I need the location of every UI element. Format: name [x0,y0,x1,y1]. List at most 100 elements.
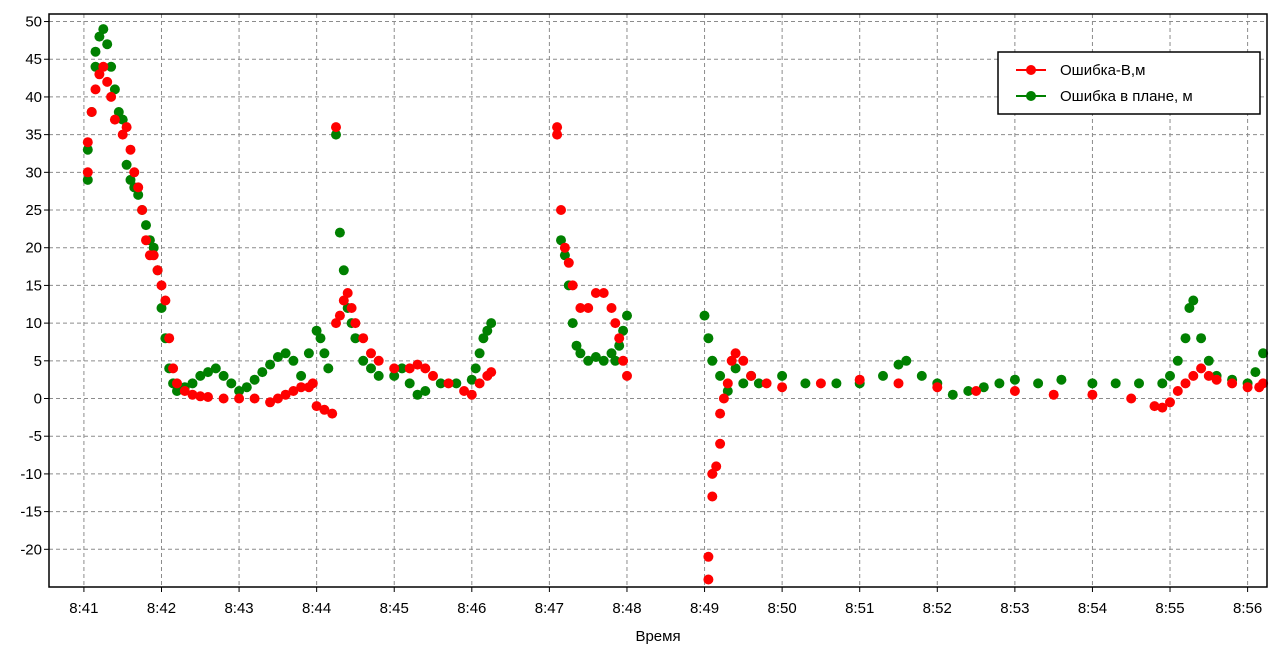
data-point [106,91,117,102]
data-point [94,69,105,80]
data-point [397,363,407,374]
data-point [451,378,462,389]
x-tick-label: 8:49 [690,600,719,617]
data-point [703,551,714,562]
data-point [815,378,826,389]
data-point [598,288,609,298]
data-point [559,250,570,261]
data-point [82,137,93,148]
data-point [288,355,299,366]
data-point [121,122,132,133]
data-point [412,359,423,370]
data-point [311,401,322,412]
data-point [777,370,788,381]
data-point [172,378,182,389]
data-point [148,250,159,261]
data-point [1203,370,1214,381]
data-point [90,61,101,72]
data-point [319,348,330,359]
legend-label: Ошибка-В,м [1060,62,1145,79]
data-point [358,355,369,366]
data-point [288,386,299,396]
x-tick-label: 8:44 [302,600,331,617]
data-point [331,318,341,329]
data-point [1165,370,1175,381]
data-point [1196,333,1207,344]
data-point [109,84,120,95]
data-point [916,370,927,381]
x-tick-label: 8:45 [380,600,409,617]
data-point [280,389,291,400]
data-point [125,144,136,155]
data-point [610,355,621,366]
data-point [307,378,318,389]
data-point [346,303,357,313]
data-point [459,386,470,396]
data-point [137,205,148,215]
data-point [567,280,578,291]
data-point [563,257,574,268]
data-point [179,386,190,396]
data-point [106,61,117,72]
data-point [583,303,594,313]
data-point [265,359,276,370]
data-point [466,389,477,400]
y-tick-label: 30 [25,164,42,181]
data-point [121,159,132,170]
y-tick-label: 35 [25,127,42,144]
x-tick-label: 8:43 [224,600,253,617]
data-point [323,363,334,374]
data-point [113,107,124,117]
data-point [338,265,349,276]
legend-swatch-marker [1026,65,1036,75]
data-point [753,378,764,389]
y-tick-label: 0 [34,391,42,408]
axis-layer: 8:41 8:42 8:43 8:44 8:45 8:46 8:47 8:48 8:49 8:50… [20,14,1262,617]
data-point [117,129,128,140]
data-point [82,167,93,178]
x-tick-label: 8:47 [535,600,564,617]
data-point [722,378,733,389]
plot-frame [48,13,1268,588]
data-point [187,389,198,400]
data-point [1157,378,1168,389]
data-point [1196,363,1207,374]
data-point [358,333,369,344]
data-point [102,76,113,87]
data-point [583,355,594,366]
data-point [556,235,566,246]
data-point [272,393,283,404]
data-point [249,393,260,404]
data-point [590,288,601,298]
data-point [1242,382,1253,393]
data-point [1188,370,1199,381]
data-point [707,468,718,479]
y-tick-label: 20 [25,240,42,257]
x-tick-label: 8:41 [69,600,98,617]
data-point [722,386,733,396]
data-point [971,386,982,396]
data-point [331,122,341,133]
data-point [327,408,338,419]
data-point [1188,295,1199,306]
data-point [160,295,171,306]
x-tick-label: 8:51 [845,600,874,617]
data-point [575,303,586,313]
data-point [486,318,497,329]
data-point [156,303,167,313]
data-point [82,144,93,155]
data-point [265,397,276,408]
data-point [331,129,341,140]
data-point [994,378,1005,389]
data-point [893,359,904,370]
data-point [610,318,621,329]
series-red [82,61,1269,585]
data-point [1087,389,1098,400]
data-point [1056,374,1067,385]
data-point [350,318,361,329]
data-point [311,325,322,336]
data-point [618,355,629,366]
data-point [893,378,904,389]
data-point [226,378,237,389]
x-axis-title: Время [635,628,680,645]
